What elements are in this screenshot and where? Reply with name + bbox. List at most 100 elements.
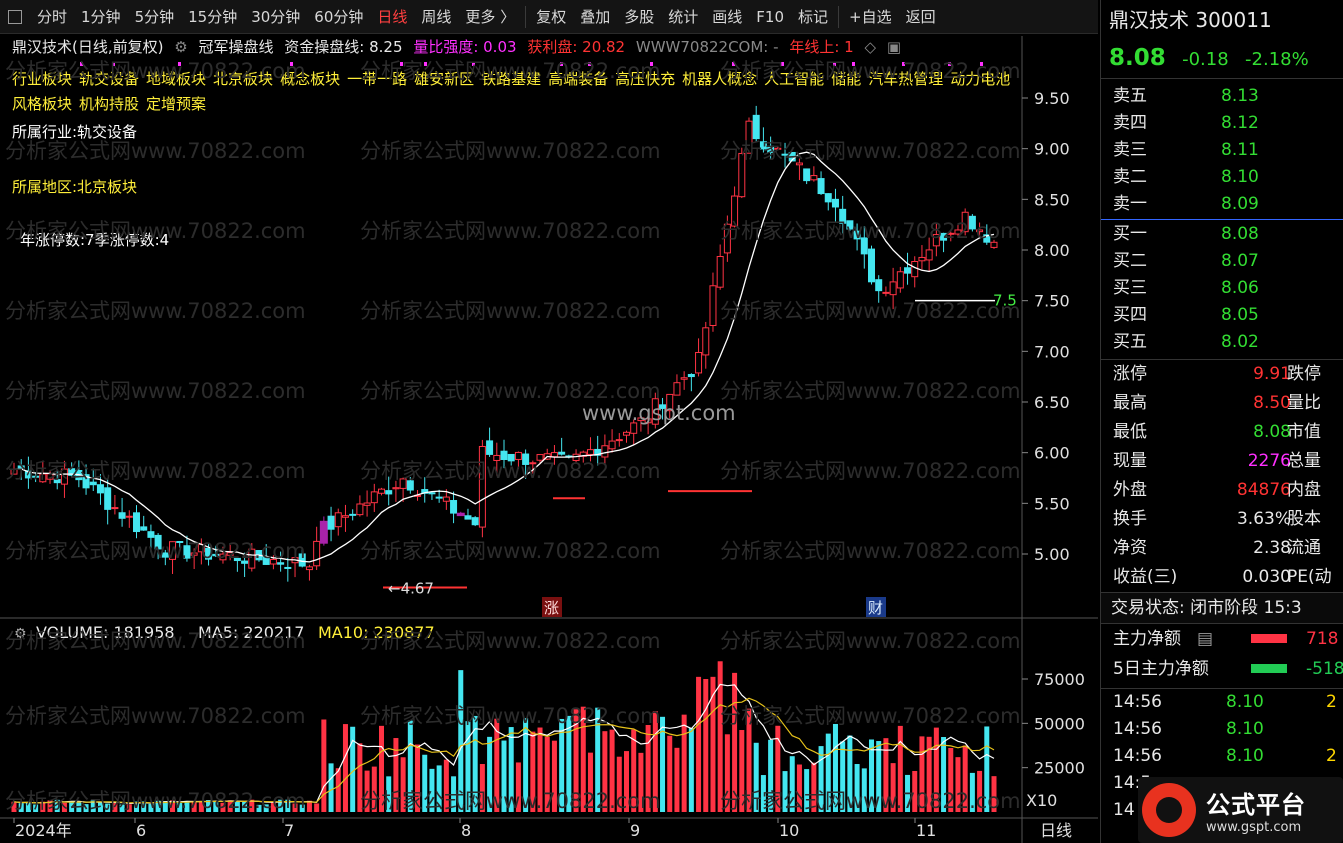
volume-bar [580, 706, 586, 812]
tick-row: 14:56 8.10 2 [1101, 743, 1343, 770]
tick-qty: 2 [1326, 746, 1337, 766]
candle-body [586, 449, 594, 455]
volume-bar [530, 731, 536, 812]
toolbar-item-5[interactable]: 60分钟 [314, 8, 364, 26]
document-icon[interactable]: ▤ [1197, 629, 1214, 649]
toolbar: 分时 1分钟 5分钟 15分钟 30分钟 60分钟 日线 周线 更多 〉 复权 叠加 多股 统计 画线 F1… [0, 0, 1098, 34]
quote-panel: 鼎汉技术 300011 8.08 -0.18 -2.18% 卖五 8.13 卖四 8.… [1100, 0, 1343, 843]
toolbar-item-7[interactable]: 周线 [421, 8, 452, 26]
volume-bar [11, 801, 17, 812]
toolbar-item-14[interactable]: F10 [756, 7, 784, 26]
volume-bar [818, 746, 824, 812]
volume-bar [854, 764, 860, 812]
concept-tag[interactable]: 机器人概念 [682, 70, 758, 88]
volume-bar [724, 734, 730, 812]
concept-tag[interactable]: 定增预案 [146, 95, 207, 113]
toolbar-item-11[interactable]: 多股 [624, 8, 655, 26]
volume-bar [984, 726, 990, 812]
candle-body [60, 468, 68, 485]
candle-body [831, 198, 839, 208]
toolbar-item-2[interactable]: 5分钟 [134, 8, 175, 26]
toolbar-item-8[interactable]: 更多 〉 [465, 8, 516, 26]
stat-row: 换手 3.63% 股本 [1101, 505, 1343, 534]
volume-bar [342, 724, 348, 812]
volume-tick-label: 25000 [1034, 759, 1085, 778]
toolbar-item-3[interactable]: 15分钟 [188, 8, 238, 26]
concept-tag[interactable]: 雄安新区 [414, 70, 475, 88]
candle-body [976, 229, 984, 233]
candle-body [947, 232, 955, 235]
concept-tag[interactable]: 机构持股 [79, 95, 140, 113]
concept-tag[interactable]: 地域板块 [146, 70, 207, 88]
signal-marker [980, 62, 983, 66]
toolbar-item-17[interactable]: 返回 [905, 8, 936, 26]
candle-body [687, 374, 695, 378]
kline-chart[interactable]: 9.50 9.00 8.50 8.00 7.50 7.00 6.50 6.00 5.50 5.00… [0, 0, 1098, 843]
stock-price-line: 8.08 -0.18 -2.18% [1101, 38, 1343, 78]
toolbar-item-9[interactable]: 复权 [536, 8, 567, 26]
low-price-label: ←4.67 [388, 579, 434, 597]
concept-tag[interactable]: 储能 [831, 70, 862, 88]
volume-bar [559, 718, 565, 812]
toolbar-separator [525, 5, 527, 28]
volume-bar [321, 719, 327, 812]
toolbar-item-1[interactable]: 1分钟 [81, 8, 121, 26]
candle-body [723, 223, 731, 254]
concept-tag[interactable]: 汽车热管理 [868, 70, 944, 88]
volume-bar [40, 801, 46, 812]
concept-tag[interactable]: 行业板块 [12, 70, 73, 88]
volume-bar [350, 726, 356, 812]
tick-time: 14 [1113, 800, 1135, 820]
toolbar-item-13[interactable]: 画线 [712, 8, 743, 26]
volume-bar [234, 801, 240, 812]
volume-bar [717, 661, 723, 812]
signal-marker [290, 62, 293, 66]
layout-icon[interactable] [8, 9, 22, 24]
stat-label: 最高 [1113, 393, 1147, 413]
concept-tag[interactable]: 北京板块 [213, 70, 274, 88]
toolbar-item-12[interactable]: 统计 [668, 8, 699, 26]
panel-toggle-icon[interactable]: ▣ [886, 38, 901, 56]
toolbar-item-15[interactable]: 标记 [798, 8, 829, 26]
orderbook-label: 买三 [1113, 278, 1147, 298]
flow-row: 主力净额 ▤ 718 [1101, 624, 1343, 654]
volume-bar [429, 768, 435, 812]
candle-body [817, 178, 825, 195]
stat-label: 内盘 [1287, 480, 1321, 500]
volume-bar [710, 676, 716, 812]
volume-bar [782, 771, 788, 812]
concept-tag[interactable]: 轨交设备 [79, 70, 140, 88]
concept-tag[interactable]: 高压快充 [615, 70, 676, 88]
volume-bar [796, 764, 802, 812]
candle-body [608, 440, 616, 450]
volume-bar [847, 735, 853, 812]
concept-tag[interactable]: 高端装备 [548, 70, 609, 88]
concept-tag[interactable]: 概念板块 [280, 70, 341, 88]
settings-icon[interactable]: ⚙ [174, 38, 188, 56]
orderbook-label: 买一 [1113, 224, 1147, 244]
toolbar-item-4[interactable]: 30分钟 [251, 8, 301, 26]
toolbar-item-10[interactable]: 叠加 [580, 8, 611, 26]
concept-tag[interactable]: 动力电池 [950, 70, 1011, 88]
concept-tag[interactable]: 一带一路 [347, 70, 408, 88]
volume-bar [573, 709, 579, 812]
orderbook-price: 8.11 [1221, 140, 1259, 160]
volume-bar [645, 725, 651, 812]
indicator-name[interactable]: 冠军操盘线 [198, 38, 274, 56]
volume-bar [667, 735, 673, 812]
candle-body [637, 417, 645, 422]
stock-name: 鼎汉技术 [1109, 8, 1189, 32]
volume-settings-icon: ⚙ [14, 626, 27, 642]
concept-tag[interactable]: 铁路基建 [481, 70, 542, 88]
concept-tag[interactable]: 风格板块 [12, 95, 73, 113]
toolbar-item-0[interactable]: 分时 [37, 8, 68, 26]
concept-tag[interactable]: 人工智能 [764, 70, 825, 88]
toolbar-item-6[interactable]: 日线 [377, 8, 408, 26]
candle-body [183, 545, 191, 559]
volume-ma10-line [13, 697, 995, 804]
volume-bar [126, 804, 132, 812]
toolbar-item-16[interactable]: +自选 [849, 8, 892, 26]
diamond-icon[interactable]: ◇ [864, 38, 877, 56]
volume-bar [746, 708, 752, 812]
flow-label: 主力净额 [1113, 629, 1181, 649]
